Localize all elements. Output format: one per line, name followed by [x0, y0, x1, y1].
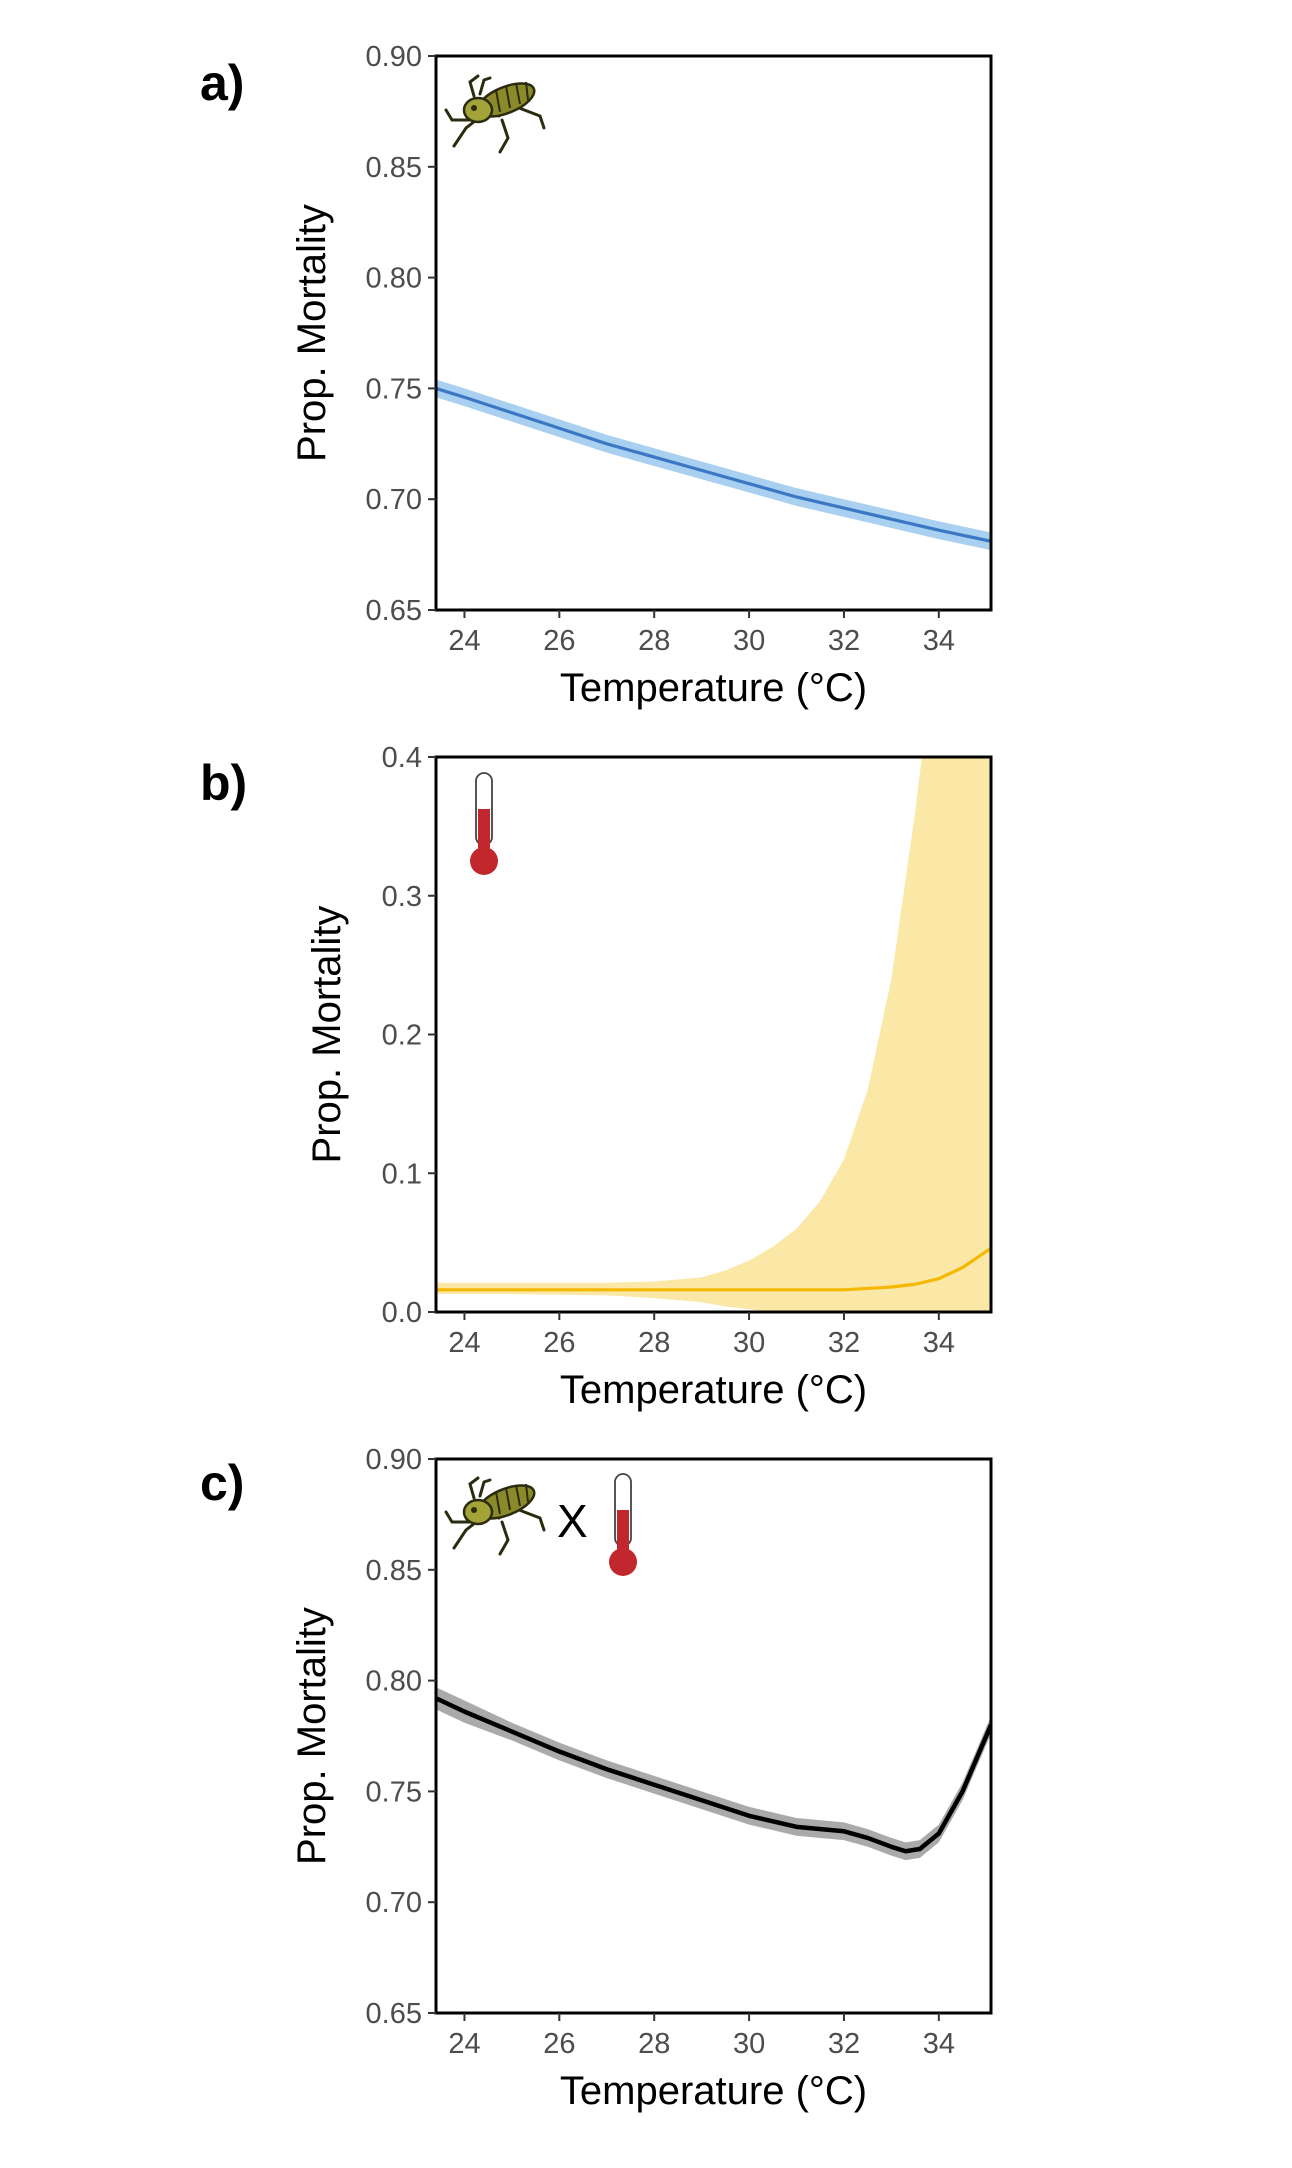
x-tick-label: 24	[448, 625, 480, 657]
y-tick-label: 0.65	[366, 1998, 422, 2030]
panel-1: 24 26 28 30 32 34 0.65 0.70 0.75 0.80 0.85 0.90 Temp…	[200, 41, 993, 710]
x-tick-label: 30	[733, 1327, 765, 1359]
x-tick-label: 30	[733, 625, 765, 657]
thermometer-icon-bulb	[609, 1548, 637, 1576]
x-tick-label: 34	[923, 2028, 955, 2060]
grasshopper-icon-antenna-1	[468, 1476, 480, 1500]
panel-label: a)	[200, 55, 244, 111]
grasshopper-icon	[444, 74, 546, 154]
grasshopper-icon-head	[462, 96, 494, 124]
x-tick-label: 32	[828, 625, 860, 657]
y-axis-title: Prop. Mortality	[290, 204, 334, 462]
panel-2: 24 26 28 30 32 34 0.0 0.1 0.2 0.3 0.4 Temperature (…	[200, 742, 993, 1412]
y-tick-label: 0.80	[366, 1666, 422, 1698]
x-tick-label: 26	[543, 2028, 575, 2060]
confidence-band	[436, 379, 991, 551]
y-tick-label: 0.70	[366, 484, 422, 516]
grasshopper-icon-leg-mid	[444, 1510, 476, 1524]
confidence-band	[436, 757, 991, 1312]
grasshopper-icon-antenna-1	[468, 74, 480, 98]
grasshopper-icon-antenna-2	[478, 1478, 492, 1498]
x-tick-label: 34	[923, 625, 955, 657]
x-tick-label: 26	[543, 1327, 575, 1359]
x-tick-label: 30	[733, 2028, 765, 2060]
grasshopper-icon-leg-rear	[498, 1520, 510, 1556]
panel-label: c)	[200, 1455, 244, 1511]
thermometer-icon-mercury	[478, 809, 490, 859]
y-tick-label: 0.85	[366, 152, 422, 184]
y-tick-label: 0.90	[366, 41, 422, 73]
x-tick-label: 28	[638, 1327, 670, 1359]
grasshopper-icon-eye	[471, 105, 477, 111]
x-tick-label: 24	[448, 1327, 480, 1359]
panel-label: b)	[200, 755, 247, 811]
thermometer-icon	[609, 1473, 637, 1576]
x-axis-title: Temperature (°C)	[560, 1368, 867, 1412]
thermometer-icon-mercury	[617, 1510, 629, 1560]
y-tick-label: 0.75	[366, 373, 422, 405]
grasshopper-icon-eye	[471, 1507, 477, 1513]
fitted-line	[436, 1696, 991, 1854]
y-tick-label: 0.85	[366, 1555, 422, 1587]
y-tick-label: 0.4	[382, 742, 422, 774]
interaction-x-label: X	[557, 1495, 588, 1547]
y-tick-label: 0.65	[366, 595, 422, 627]
y-tick-label: 0.1	[382, 1158, 422, 1190]
y-tick-label: 0.3	[382, 881, 422, 913]
y-tick-label: 0.90	[366, 1444, 422, 1476]
y-axis-title: Prop. Mortality	[305, 906, 349, 1164]
thermometer-icon-bulb	[470, 847, 498, 875]
y-tick-label: 0.70	[366, 1887, 422, 1919]
y-tick-label: 0.0	[382, 1297, 422, 1329]
x-tick-label: 26	[543, 625, 575, 657]
x-tick-label: 28	[638, 625, 670, 657]
grasshopper-icon-stripes	[495, 1483, 529, 1515]
x-tick-label: 32	[828, 2028, 860, 2060]
x-tick-label: 34	[923, 1327, 955, 1359]
y-tick-label: 0.2	[382, 1020, 422, 1052]
x-axis-title: Temperature (°C)	[560, 666, 867, 710]
x-tick-label: 32	[828, 1327, 860, 1359]
grasshopper-icon-antenna-2	[478, 76, 492, 96]
x-tick-label: 24	[448, 2028, 480, 2060]
fitted-line	[436, 386, 991, 543]
fitted-line	[436, 1246, 991, 1292]
y-tick-label: 0.75	[366, 1776, 422, 1808]
panel-3: 24 26 28 30 32 34 0.65 0.70 0.75 0.80 0.85 0.90 Temp…	[200, 1444, 993, 2113]
x-tick-label: 28	[638, 2028, 670, 2060]
grasshopper-icon-stripes	[495, 81, 529, 113]
y-axis-title: Prop. Mortality	[290, 1607, 334, 1865]
plot-border	[434, 1457, 993, 2015]
plot-border	[434, 54, 993, 612]
y-tick-label: 0.80	[366, 263, 422, 295]
x-axis-title: Temperature (°C)	[560, 2069, 867, 2113]
thermometer-icon	[470, 772, 498, 875]
grasshopper-icon	[444, 1476, 546, 1556]
grasshopper-icon-leg-mid	[444, 108, 476, 122]
grasshopper-icon-head	[462, 1498, 494, 1526]
grasshopper-icon-leg-rear	[498, 118, 510, 154]
confidence-band	[436, 1687, 991, 1861]
